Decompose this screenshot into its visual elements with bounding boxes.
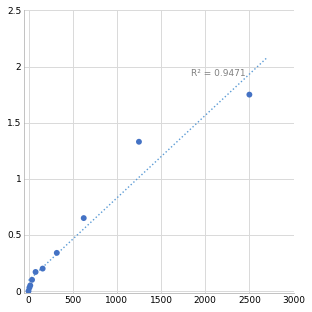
Point: [136, 139, 141, 144]
Point: [26, 289, 31, 294]
Point: [247, 92, 252, 97]
Point: [27, 285, 32, 290]
Point: [54, 250, 59, 255]
Point: [30, 277, 35, 282]
Point: [81, 216, 86, 221]
Point: [40, 266, 45, 271]
Point: [28, 283, 33, 288]
Point: [33, 270, 38, 275]
Text: R² = 0.9471: R² = 0.9471: [191, 69, 246, 78]
